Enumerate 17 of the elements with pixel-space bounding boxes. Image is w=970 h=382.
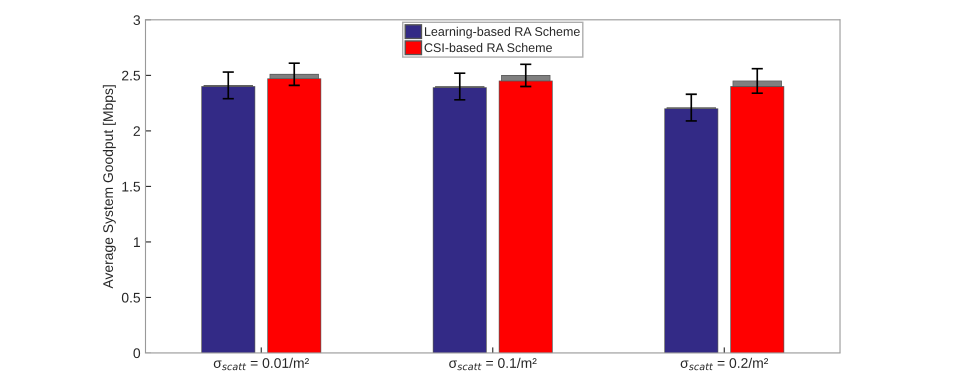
- legend-label: CSI-based RA Scheme: [424, 42, 552, 52]
- bar: [267, 78, 322, 353]
- y-tick-label: 1.5: [122, 182, 140, 192]
- y-tick-label: 3: [133, 15, 140, 26]
- y-tick-label: 0: [133, 348, 140, 358]
- y-tick-label: 2: [134, 126, 140, 136]
- y-tick-label: 2.5: [122, 70, 140, 81]
- x-tick-label: σ$_{scatt}$ = 0.01/m²: [214, 358, 309, 370]
- bar: [201, 86, 256, 353]
- y-tick-label: 0.5: [122, 292, 140, 303]
- y-axis-title: Average System Goodput [Mbps]: [102, 85, 116, 289]
- x-tick-label: σ$_{scatt}$ = 0.1/m²: [449, 358, 537, 370]
- x-tick-label: σ$_{scatt}$ = 0.2/m²: [680, 358, 768, 370]
- legend-label: Learning-based RA Scheme: [424, 26, 580, 38]
- bar: [432, 87, 487, 353]
- bar: [664, 108, 718, 353]
- y-tick-label: 1: [134, 237, 140, 247]
